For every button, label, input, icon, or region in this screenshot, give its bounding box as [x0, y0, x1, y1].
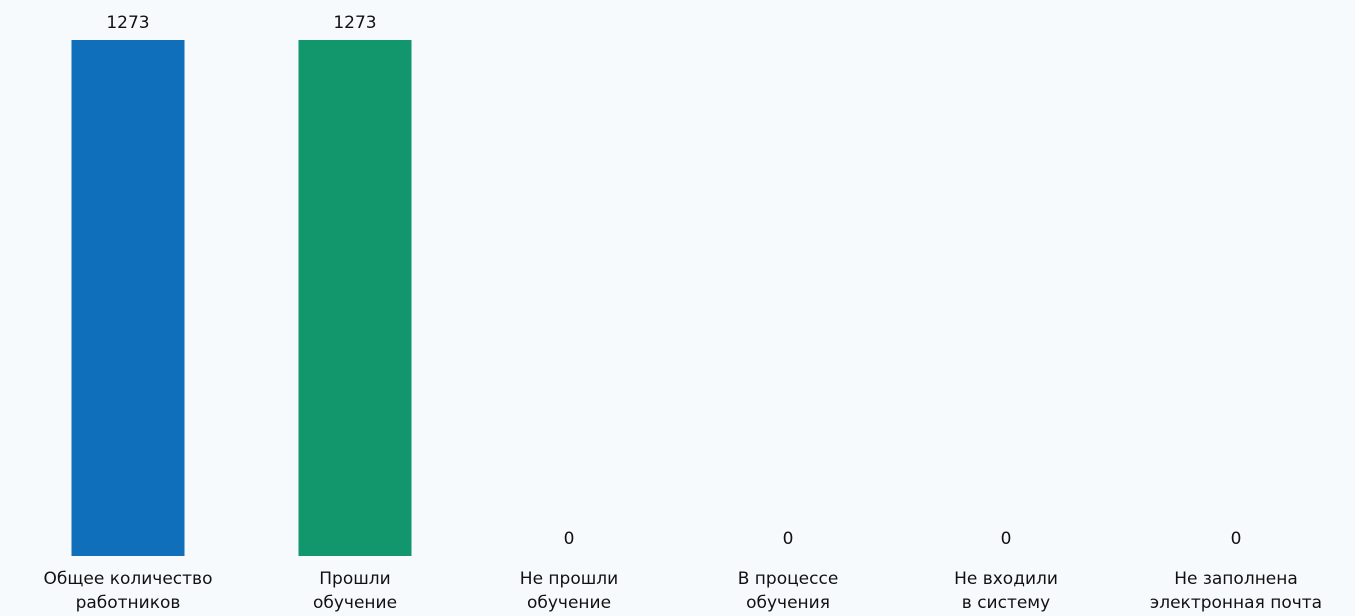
category-label-3-line-1: обучения [746, 593, 830, 613]
category-label-2-line-0: Не прошли [520, 569, 618, 589]
category-label-0-line-0: Общее количество [44, 569, 213, 589]
value-label-4: 0 [1001, 529, 1012, 549]
bar-1 [298, 40, 412, 556]
category-label-1-line-0: Прошли [319, 569, 390, 589]
value-label-5: 0 [1231, 529, 1242, 549]
bar-0 [71, 40, 185, 556]
category-label-5-line-0: Не заполнена [1174, 569, 1298, 589]
category-label-3-line-0: В процессе [738, 569, 839, 589]
value-label-3: 0 [783, 529, 794, 549]
category-label-0-line-1: работников [76, 593, 181, 613]
value-label-2: 0 [564, 529, 575, 549]
category-label-4-line-0: Не входили [954, 569, 1058, 589]
category-label-5-line-1: электронная почта [1150, 593, 1322, 613]
category-label-2-line-1: обучение [527, 593, 611, 613]
category-label-1-line-1: обучение [313, 593, 397, 613]
category-label-4-line-1: в систему [962, 593, 1050, 613]
value-label-1: 1273 [333, 13, 376, 33]
value-label-0: 1273 [106, 13, 149, 33]
